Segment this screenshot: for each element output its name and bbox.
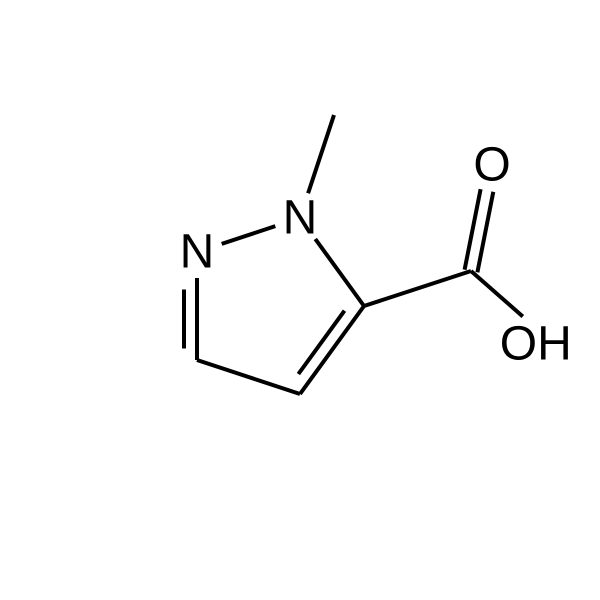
chemical-structure-diagram: N N O OH [0,0,600,600]
bond-C5-CO [364,271,471,306]
bond-C3-C4 [197,360,300,394]
bond-N1-N2 [222,226,276,244]
bond-CO-Odo-a [477,192,493,272]
bond-N1-CH3 [308,115,334,193]
bond-CO-Ooh [471,271,523,317]
atom-label-Odo: O [473,139,510,192]
bond-C4-C5-outer [300,306,364,394]
bond-CO-Odo-b [465,189,481,270]
atom-label-N2: N [180,226,215,279]
atom-label-N1: N [283,192,318,245]
atom-label-Ooh: OH [500,318,572,371]
bond-C5-N1 [315,239,364,306]
